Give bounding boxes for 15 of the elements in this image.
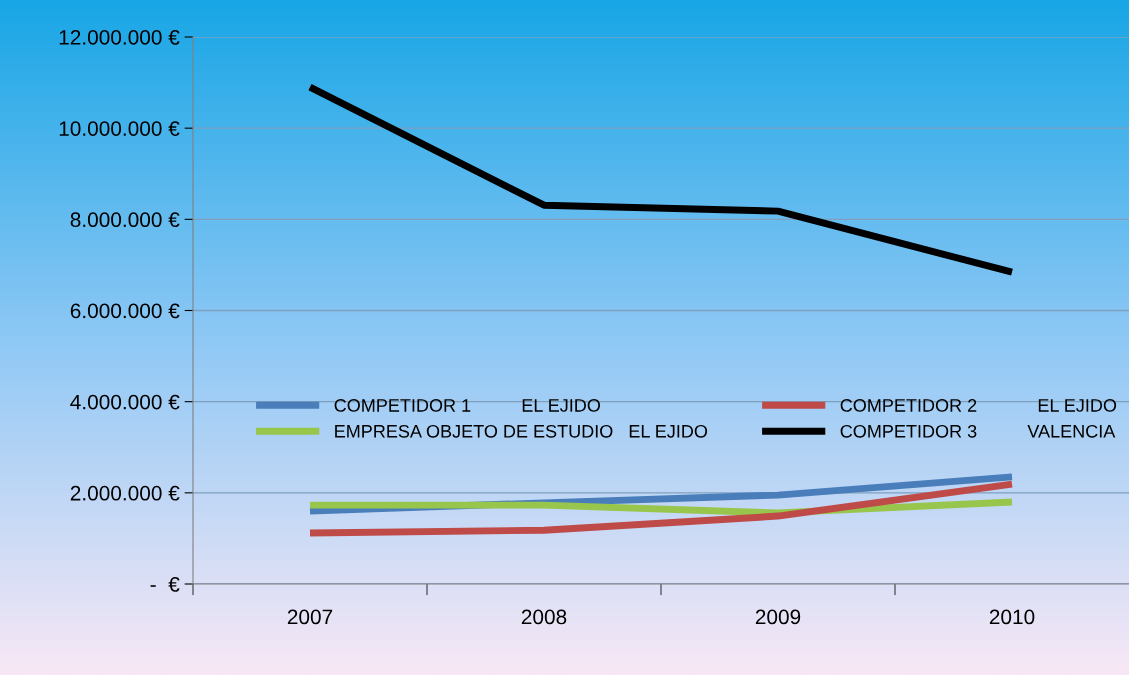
y-tick-label: 2.000.000 € [70,485,180,501]
y-tick-label: 12.000.000 € [59,30,180,45]
x-tick-label: 2009 [755,609,801,625]
x-tick-label: 2007 [287,609,333,625]
x-tick-label: 2010 [989,609,1035,625]
legend-label: COMPETIDOR 2 EL EJIDO [840,399,1117,412]
y-tick-label: - € [150,577,180,592]
y-tick-label: 8.000.000 € [70,212,180,228]
y-tick-label: 6.000.000 € [70,303,180,319]
legend-label: COMPETIDOR 3 VALENCIA [840,424,1116,438]
y-tick-label: 4.000.000 € [70,394,180,410]
legend-label: COMPETIDOR 1 EL EJIDO [334,399,601,412]
x-tick-label: 2008 [521,609,567,625]
y-tick-label: 10.000.000 € [59,121,180,136]
legend-label: EMPRESA OBJETO DE ESTUDIO EL EJIDO [335,424,708,438]
